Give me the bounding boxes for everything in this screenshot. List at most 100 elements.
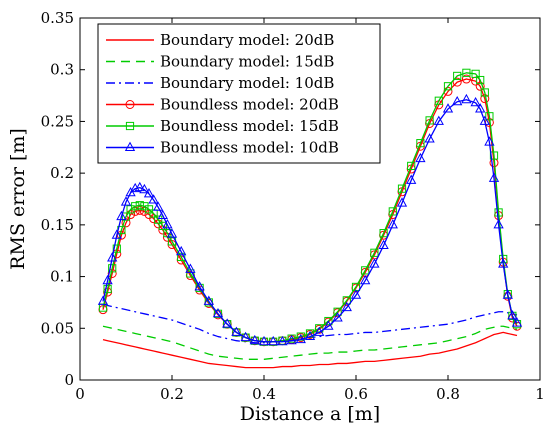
data-point [268, 335, 279, 346]
data-point [498, 258, 509, 268]
data-point [222, 318, 233, 328]
y-tick-label: 0.35 [41, 9, 74, 27]
data-point [442, 103, 454, 113]
legend-label: Boundary model: 15dB [160, 53, 334, 71]
legend-marker [125, 100, 135, 109]
data-point [407, 161, 416, 171]
series-layer [97, 68, 523, 369]
data-point [121, 218, 131, 228]
data-point [135, 201, 144, 210]
data-point [249, 334, 260, 345]
data-point [387, 219, 398, 229]
data-point [153, 201, 164, 211]
x-tick-label: 1 [535, 385, 545, 403]
series-6 [97, 93, 523, 346]
data-point [314, 326, 325, 336]
data-point [350, 289, 362, 299]
legend-item: Boundless model: 20dB [106, 96, 339, 114]
data-point [135, 205, 145, 215]
data-point [416, 139, 425, 148]
data-point [434, 96, 443, 105]
data-point [166, 228, 178, 238]
x-axis-title: Distance a [m] [240, 403, 380, 425]
data-point [461, 74, 471, 84]
data-point [120, 196, 132, 206]
data-point [443, 82, 453, 91]
legend-item: Boundary model: 15dB [106, 53, 334, 71]
series-line [102, 72, 518, 343]
plot-frame [79, 17, 541, 381]
data-point [131, 202, 140, 211]
data-point [508, 311, 517, 320]
data-point [177, 252, 186, 262]
data-point [112, 244, 121, 253]
data-point [232, 328, 241, 337]
data-point [148, 194, 159, 204]
series-line [102, 325, 518, 360]
legend-item: Boundary model: 20dB [106, 31, 334, 49]
series-1 [102, 331, 518, 369]
data-point [475, 81, 485, 91]
data-point [103, 284, 112, 294]
y-tick-label: 0.2 [50, 164, 74, 182]
data-point [295, 333, 306, 344]
data-point [462, 68, 471, 77]
data-point [406, 174, 417, 184]
y-tick-label: 0.05 [41, 319, 74, 337]
x-tick-label: 0.8 [436, 385, 460, 403]
legend-marker [124, 141, 136, 151]
legend-box [97, 23, 381, 164]
data-point [370, 248, 379, 257]
data-point [379, 229, 388, 238]
data-point [304, 330, 316, 341]
data-point [194, 281, 205, 291]
data-point [203, 295, 214, 305]
series-line [102, 331, 518, 369]
legend-item: Boundless model: 10dB [106, 139, 339, 157]
data-point [277, 335, 288, 346]
y-tick-label: 0.25 [41, 112, 74, 130]
data-point [424, 133, 435, 143]
data-point [144, 205, 154, 214]
y-axis-title: RMS error [m] [7, 128, 29, 270]
legend-marker [125, 121, 135, 131]
legend-item: Boundary model: 10dB [106, 74, 334, 92]
data-point [452, 95, 463, 106]
data-point [425, 116, 434, 125]
data-point [333, 307, 342, 316]
data-point [476, 75, 485, 85]
data-point [324, 316, 333, 326]
legend-label: Boundary model: 10dB [160, 74, 334, 92]
y-tick-label: 0.1 [50, 268, 74, 286]
data-point [241, 333, 250, 342]
data-point [134, 181, 145, 192]
x-tick-label: 0.6 [344, 385, 368, 403]
data-point [461, 93, 472, 104]
data-point [323, 320, 334, 330]
data-point [185, 263, 196, 273]
data-point [116, 210, 127, 221]
x-tick-label: 0.4 [252, 385, 276, 403]
data-point [111, 229, 122, 239]
data-point [470, 96, 481, 107]
data-point [231, 326, 242, 336]
data-point [107, 252, 118, 262]
data-point [158, 221, 167, 230]
x-tick-label: 0.2 [160, 385, 184, 403]
data-point [108, 264, 117, 273]
ticks-layer: 0 0.2 0.4 0.6 0.8 1 0 0.05 0.1 0.15 0.2 0.25 0.3 0.35 [41, 9, 545, 403]
y-tick-label: 0.15 [41, 216, 74, 234]
data-point [397, 184, 407, 193]
legend-item: Boundless model: 15dB [106, 117, 339, 135]
data-point [415, 152, 426, 163]
data-point [102, 274, 113, 285]
data-point [475, 103, 486, 113]
data-point [479, 115, 490, 125]
data-point [121, 212, 131, 221]
data-point [162, 219, 173, 229]
data-point [139, 206, 149, 216]
data-point [213, 309, 223, 318]
y-tick-label: 0 [64, 371, 74, 389]
legend-label: Boundary model: 20dB [160, 31, 334, 49]
